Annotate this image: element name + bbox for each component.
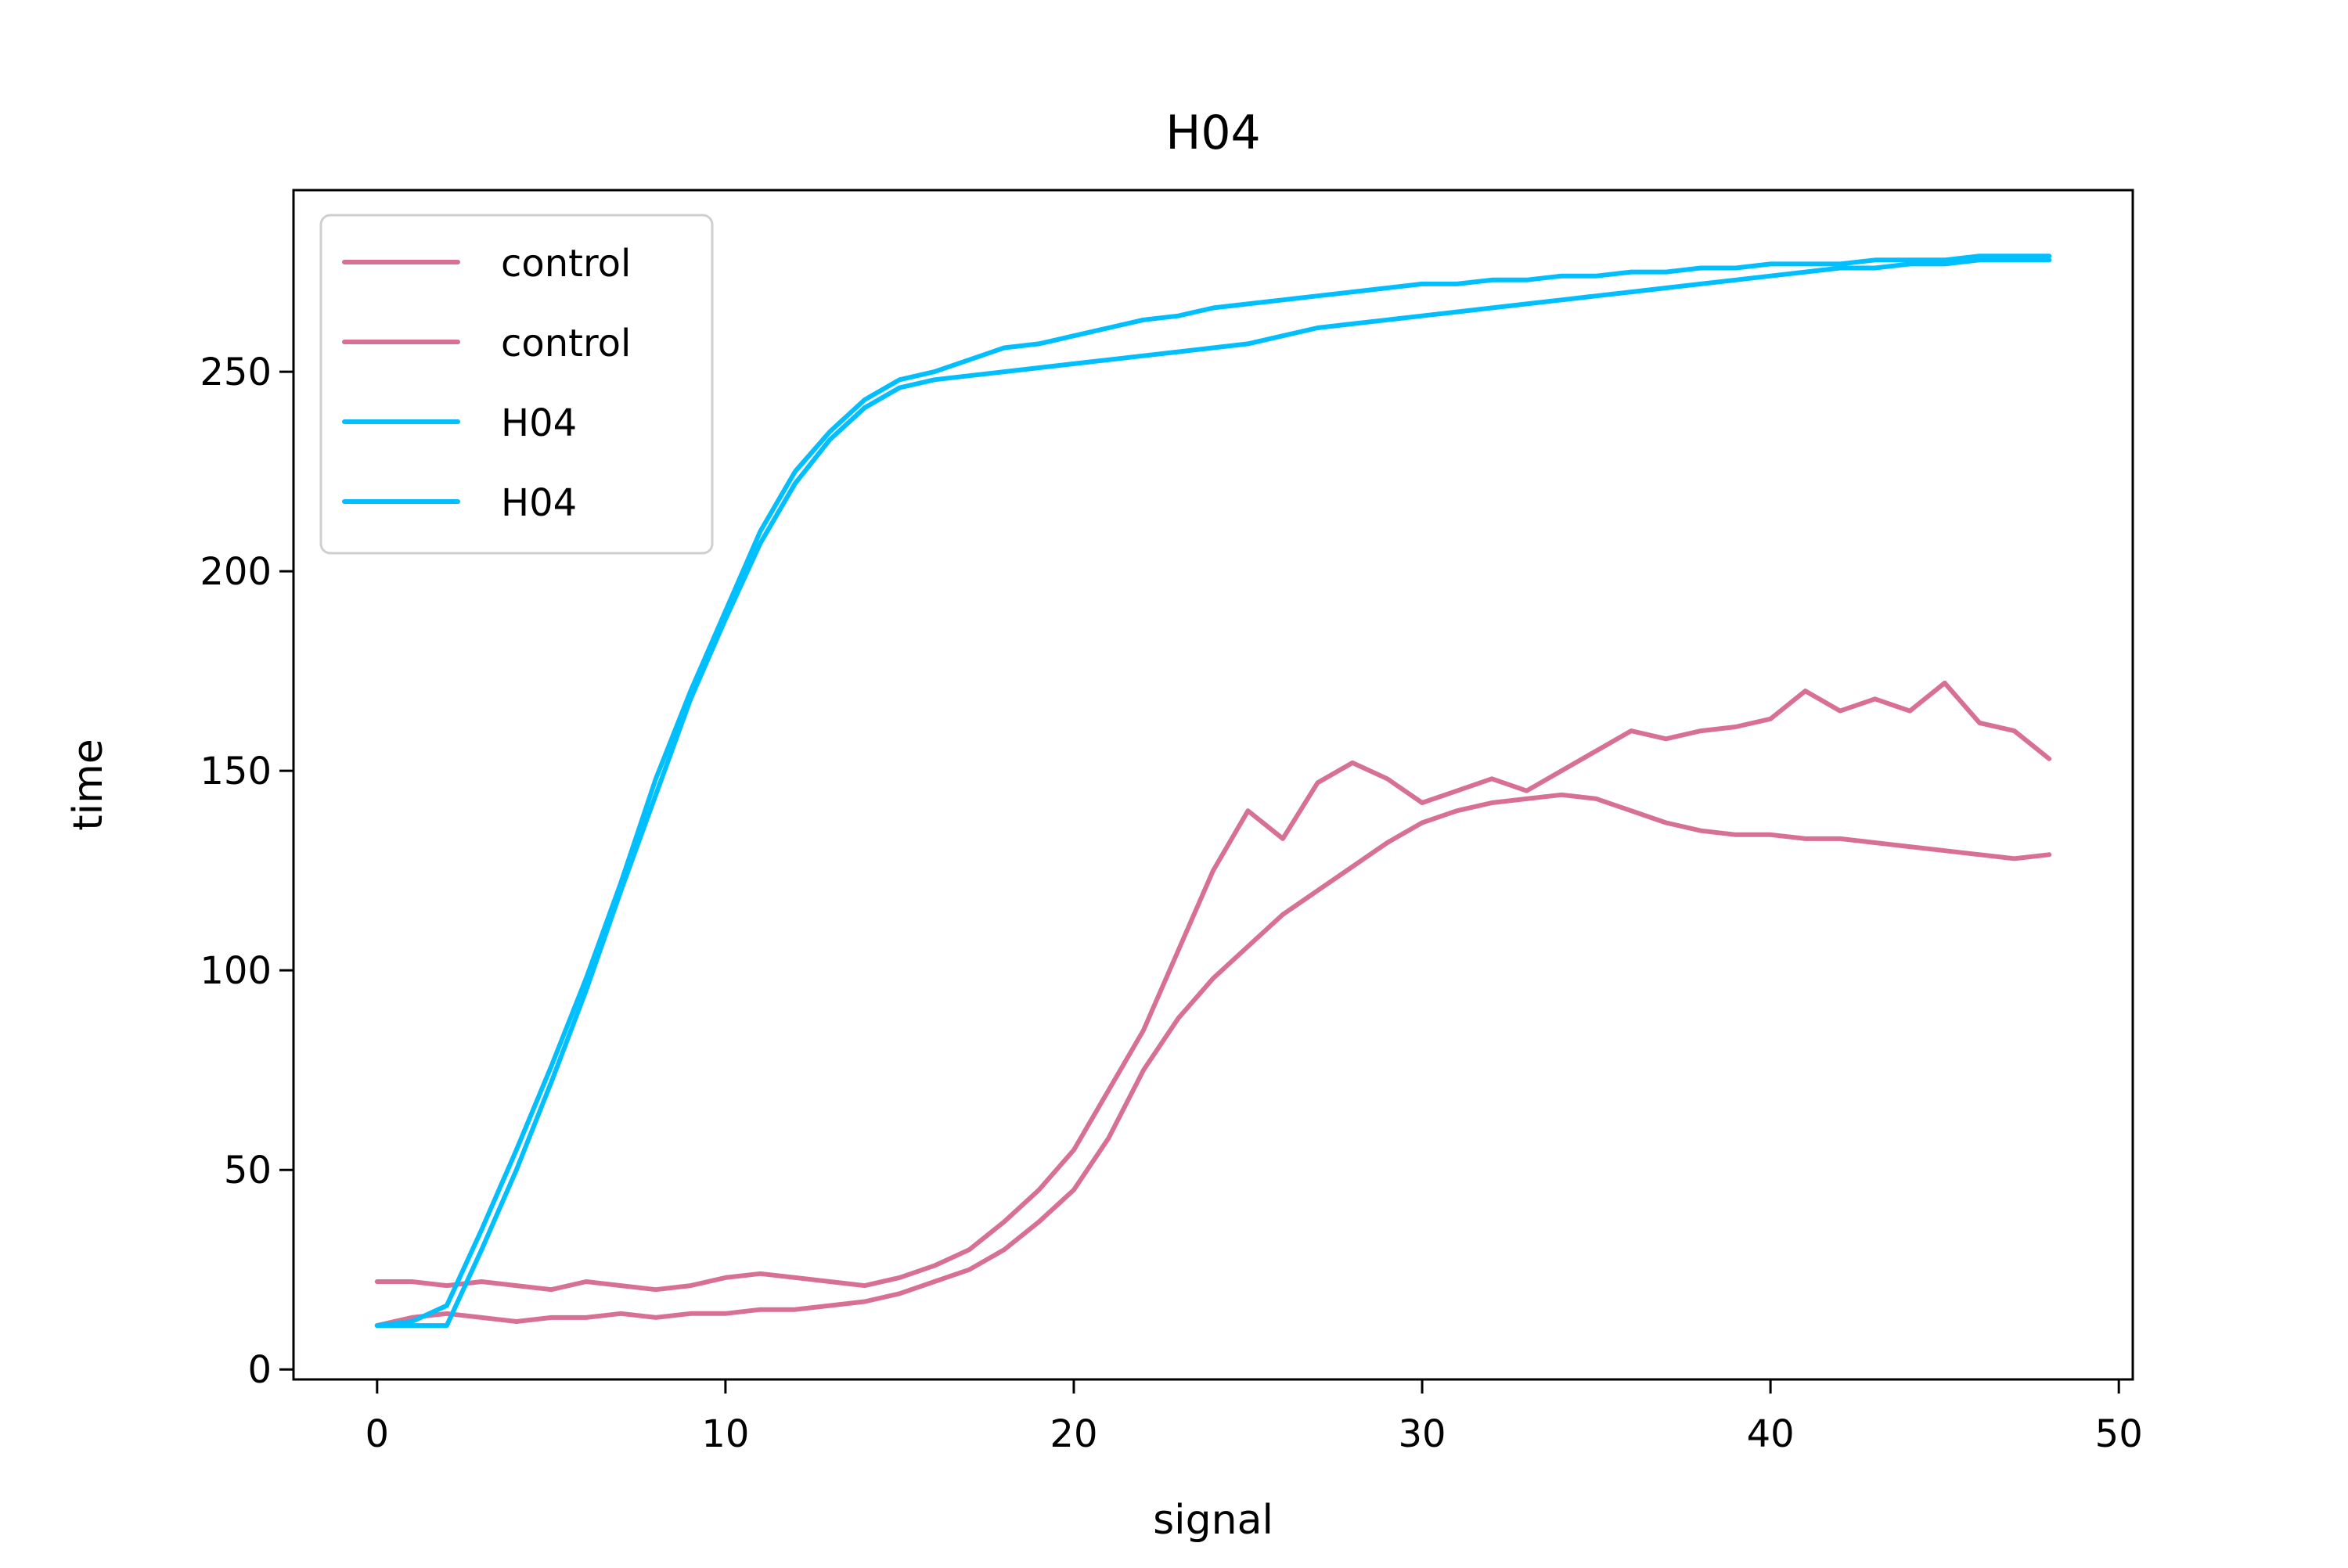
y-tick-label: 250 <box>200 351 272 394</box>
legend-label-2: H04 <box>501 401 577 445</box>
x-tick-label: 40 <box>1747 1412 1795 1456</box>
series-line-3 <box>374 257 2052 1329</box>
y-tick-label: 0 <box>247 1348 272 1392</box>
y-axis: 0 50 100 150 200 250 <box>200 351 294 1392</box>
plot-frame <box>292 189 2134 1381</box>
legend-label-1: control <box>501 322 631 365</box>
y-tick-label: 50 <box>224 1149 272 1192</box>
x-tick-label: 20 <box>1050 1412 1097 1456</box>
series-layer <box>374 254 2052 1329</box>
series-line-1 <box>374 792 2052 1329</box>
y-tick-label: 150 <box>200 750 272 793</box>
x-tick-label: 50 <box>2095 1412 2143 1456</box>
legend: control control H04 H04 <box>319 214 714 555</box>
series-line-2 <box>374 254 2052 1329</box>
legend-label-3: H04 <box>501 481 577 525</box>
legend-box <box>319 214 714 555</box>
y-tick-label: 100 <box>200 949 272 993</box>
x-axis-label: signal <box>1153 1497 1273 1544</box>
series-line-0 <box>374 680 2052 1293</box>
x-tick-label: 30 <box>1399 1412 1446 1456</box>
x-tick-label: 0 <box>366 1412 390 1456</box>
chart-title: H04 <box>1165 106 1260 160</box>
y-axis-label: time <box>65 739 112 830</box>
x-axis: 0 10 20 30 40 50 <box>366 1379 2143 1456</box>
x-tick-label: 10 <box>701 1412 749 1456</box>
legend-label-0: control <box>501 242 631 286</box>
y-tick-label: 200 <box>200 550 272 594</box>
